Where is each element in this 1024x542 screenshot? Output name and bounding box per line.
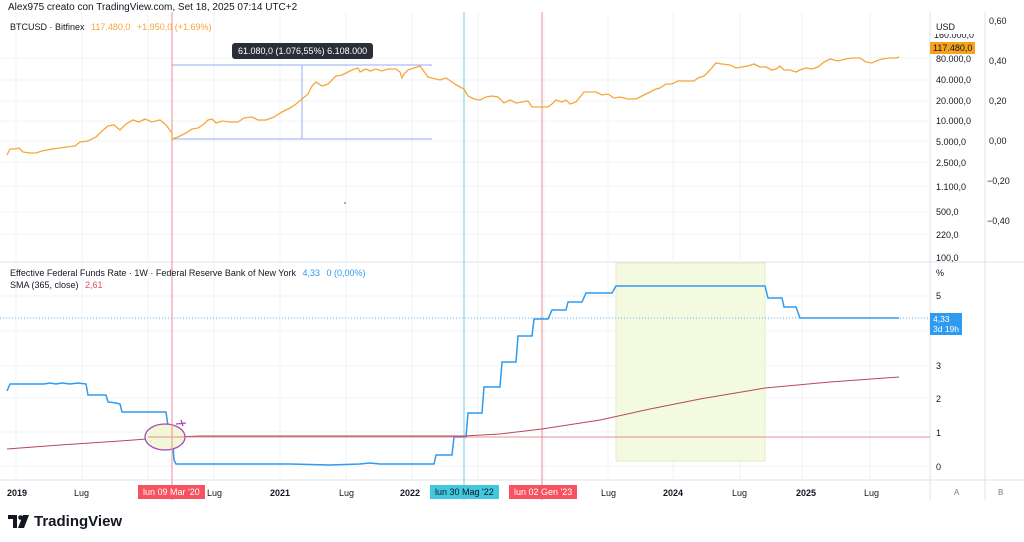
btc-price: 117.480,0 — [91, 22, 131, 32]
date-marker-mar-2020: lun 09 Mar '20 — [138, 485, 205, 499]
sma-value: 2,61 — [85, 280, 103, 290]
btc-change: +1.950,0 (+1.69%) — [136, 22, 212, 32]
btc-symbol: BTCUSD · Bitfinex — [10, 22, 85, 32]
measure-tooltip: 61.080,0 (1.076,55%) 6.108.000 — [232, 43, 374, 59]
rate-last-value-tag: 4,33 3d 19h — [930, 313, 962, 335]
grid-bottom — [0, 295, 930, 467]
date-marker-jan-2023: lun 02 Gen '23 — [509, 485, 578, 499]
grid-top — [0, 12, 930, 480]
sma-label: SMA (365, close) — [10, 280, 79, 290]
highlight-rectangle — [615, 262, 766, 462]
btc-legend[interactable]: BTCUSD · Bitfinex 117.480,0 +1.950,0 (+1… — [10, 22, 211, 32]
auto-scale-button[interactable]: A — [954, 488, 960, 497]
fed-rate-change: 0 (0,00%) — [326, 268, 366, 278]
tradingview-logo-icon — [8, 515, 29, 528]
price-axis-currency: USD — [936, 22, 956, 32]
fed-rate-legend[interactable]: Effective Federal Funds Rate · 1W · Fede… — [10, 268, 366, 278]
annotation-circle — [144, 419, 187, 451]
fed-funds-rate-line — [6, 285, 899, 466]
fed-rate-title: Effective Federal Funds Rate · 1W · Fede… — [10, 268, 296, 278]
log-scale-button[interactable]: B — [998, 488, 1004, 497]
btc-last-price-tag: 117.480,0 — [930, 42, 976, 54]
measure-tool — [172, 64, 432, 140]
btc-price-line — [6, 56, 900, 156]
chart-credit: Alex975 creato con TradingView.com, Set … — [8, 2, 298, 13]
tradingview-logo-text: TradingView — [34, 513, 123, 530]
date-marker-may-2022: lun 30 Mag '22 — [430, 485, 499, 499]
rate-tag-value: 4,33 — [933, 314, 950, 324]
rate-axis-unit: % — [936, 268, 945, 278]
tradingview-logo[interactable]: TradingView — [8, 513, 122, 530]
rate-tag-countdown: 3d 19h — [933, 324, 959, 334]
fed-rate-value: 4,33 — [302, 268, 321, 278]
sma-legend[interactable]: SMA (365, close) 2,61 — [10, 280, 103, 290]
